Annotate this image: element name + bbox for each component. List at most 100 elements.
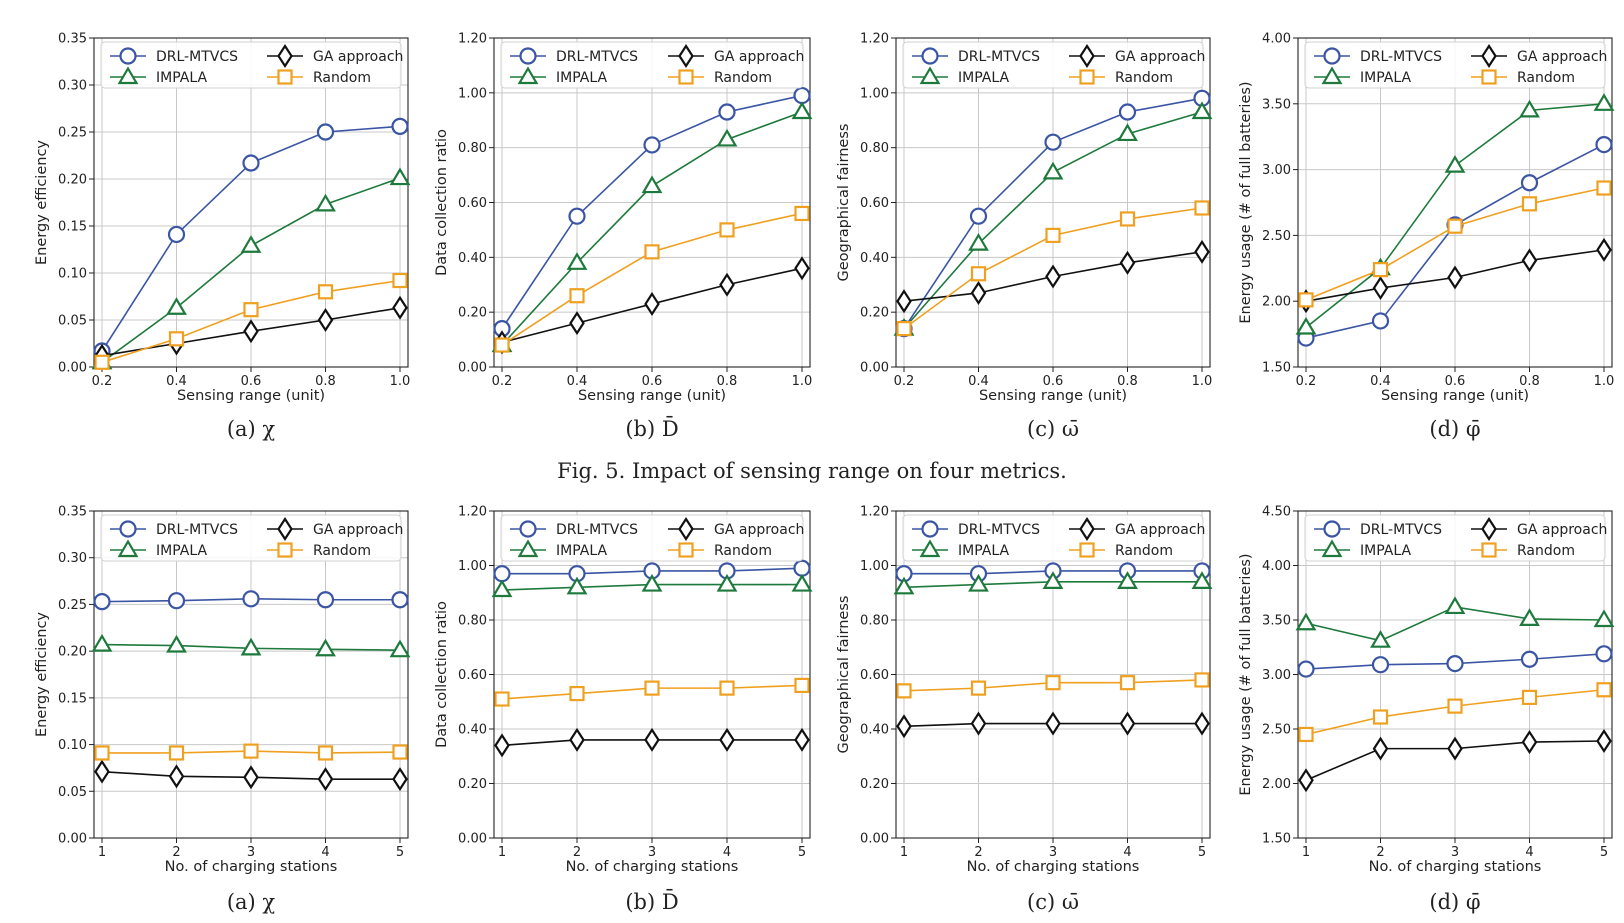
plot-frame — [1297, 37, 1613, 368]
data-point — [1117, 123, 1138, 142]
data-point — [566, 576, 588, 595]
legend-marker — [277, 69, 293, 85]
x-tick-label: 0.4 — [567, 374, 588, 389]
data-point — [1194, 672, 1210, 688]
data-point — [1521, 689, 1538, 705]
data-point — [1447, 218, 1463, 234]
x-tick-label: 5 — [1198, 845, 1206, 860]
legend-box — [500, 514, 804, 562]
data-point — [315, 193, 336, 212]
legend-label: Random — [1115, 543, 1173, 559]
data-point — [1596, 682, 1612, 698]
data-point — [794, 727, 810, 752]
legend: DRL-MTVCS GA approach IMPALA Random — [500, 41, 804, 89]
legend-label: DRL-MTVCS — [958, 49, 1040, 65]
plot-frame — [493, 510, 811, 839]
data-point — [1298, 768, 1314, 793]
data-point — [391, 591, 409, 609]
legend-marker — [1079, 542, 1095, 558]
legend-label: IMPALA — [156, 70, 207, 86]
data-point — [569, 685, 585, 702]
x-tick-label: 3 — [648, 845, 656, 860]
data-point — [389, 639, 411, 658]
data-point — [1520, 174, 1539, 192]
y-axis-label: Energy usage (# of full batteries) — [1238, 81, 1254, 323]
data-point — [167, 592, 186, 610]
subcaption: (c) ω̄ — [1027, 417, 1079, 441]
data-point — [168, 764, 185, 789]
x-tick-label: 3 — [247, 845, 255, 860]
data-point — [1042, 571, 1064, 589]
legend-marker — [117, 539, 139, 558]
y-axis-label: Geographical fairness — [836, 124, 852, 282]
legend: DRL-MTVCS GA approach IMPALA Random — [902, 514, 1205, 562]
x-tick-label: 1 — [98, 845, 106, 860]
legend-label: Random — [714, 543, 772, 559]
y-tick-label: 0.10 — [58, 738, 87, 753]
data-point — [793, 86, 811, 105]
subcaption: (d) φ̄ — [1429, 417, 1480, 441]
legend: DRL-MTVCS GA approach IMPALA Random — [902, 41, 1205, 89]
data-point — [166, 634, 187, 653]
y-tick-label: 1.50 — [1262, 361, 1291, 376]
data-point — [1298, 726, 1314, 743]
plot-frame — [93, 37, 409, 368]
chart-panel-7: 0.00 0.20 0.40 0.60 0.80 1.00 1.20 1 2 3 4 5 DRL-MTV… — [836, 505, 1213, 914]
data-point — [566, 252, 588, 270]
legend-box — [100, 41, 402, 89]
y-tick-label: 0.15 — [58, 691, 87, 706]
data-point — [392, 767, 408, 792]
data-point — [1521, 248, 1538, 273]
y-tick-label: 0.30 — [58, 79, 87, 94]
data-point — [1521, 196, 1538, 212]
data-point — [1372, 262, 1389, 278]
legend-label: GA approach — [1115, 522, 1205, 538]
y-tick-label: 0.60 — [458, 196, 487, 211]
y-tick-label: 1.20 — [860, 505, 889, 520]
data-point — [317, 307, 334, 333]
y-tick-label: 0.80 — [860, 141, 889, 156]
subcaption: (b) D̄ — [625, 889, 678, 914]
legend-label: IMPALA — [156, 543, 207, 559]
data-point — [494, 691, 510, 707]
legend: DRL-MTVCS GA approach IMPALA Random — [1304, 514, 1607, 562]
subcaption: (d) φ̄ — [1429, 890, 1480, 914]
legend-label: DRL-MTVCS — [1360, 49, 1442, 65]
x-axis-label: Sensing range (unit) — [177, 388, 325, 404]
legend-label: IMPALA — [1360, 70, 1411, 86]
data-point — [968, 232, 989, 251]
legend-label: Random — [313, 70, 371, 86]
data-point — [1372, 276, 1389, 301]
data-point — [93, 593, 111, 611]
legend-marker — [1481, 516, 1497, 542]
legend-label: DRL-MTVCS — [958, 522, 1040, 538]
data-point — [1194, 239, 1210, 264]
x-tick-label: 0.6 — [642, 374, 663, 389]
y-axis-label: Geographical fairness — [836, 596, 852, 754]
legend-marker — [1321, 539, 1343, 558]
data-point — [1117, 571, 1138, 589]
data-point — [243, 319, 259, 344]
data-point — [1044, 133, 1062, 151]
legend-marker — [919, 539, 941, 558]
x-tick-label: 0.4 — [1370, 374, 1391, 389]
y-tick-label: 0.60 — [860, 668, 889, 683]
chart-panel-5: 0.00 0.05 0.10 0.15 0.20 0.25 0.30 0.35 1 2 3 4 5 DRL… — [34, 505, 411, 914]
data-point — [1444, 154, 1466, 173]
legend-marker — [1323, 520, 1341, 538]
legend-label: GA approach — [714, 49, 804, 65]
legend-label: DRL-MTVCS — [156, 522, 238, 538]
data-point — [243, 743, 259, 759]
y-axis-label: Data collection ratio — [434, 601, 450, 748]
x-axis-label: No. of charging stations — [165, 859, 338, 875]
data-point — [1595, 645, 1613, 663]
legend-marker — [1079, 43, 1095, 69]
data-point — [1295, 316, 1317, 335]
data-point — [167, 225, 186, 244]
data-point — [896, 714, 912, 739]
data-point — [1519, 99, 1540, 118]
x-axis-label: Sensing range (unit) — [578, 388, 726, 404]
data-point — [1371, 656, 1390, 674]
data-point — [970, 266, 987, 282]
data-point — [392, 272, 408, 289]
